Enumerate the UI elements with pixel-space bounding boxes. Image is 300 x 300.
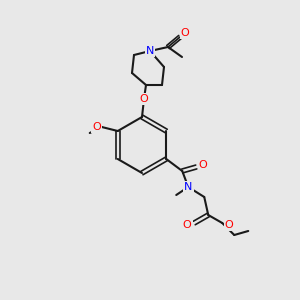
Text: N: N [184,182,192,192]
Text: O: O [181,28,189,38]
Text: O: O [92,122,101,132]
Text: N: N [146,46,154,56]
Text: O: O [183,220,192,230]
Text: O: O [140,94,148,104]
Text: O: O [225,220,234,230]
Text: O: O [199,160,208,170]
